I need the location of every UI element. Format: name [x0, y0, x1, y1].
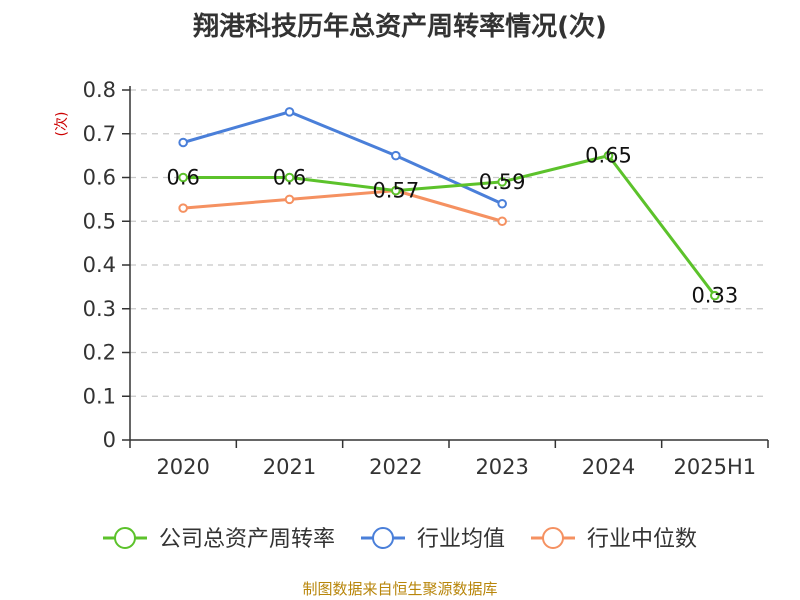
- data-point: [178, 137, 188, 148]
- y-tick-label: 0.6: [83, 166, 116, 190]
- y-tick-label: 0.2: [83, 341, 116, 365]
- y-tick-label: 0.8: [83, 78, 116, 102]
- x-tick-label: 2020: [156, 455, 209, 479]
- chart-title: 翔港科技历年总资产周转率情况(次): [193, 12, 607, 42]
- data-label: 0.6: [273, 166, 306, 190]
- data-label: 0.6: [166, 166, 199, 190]
- data-point: [178, 203, 188, 213]
- data-point: [710, 290, 720, 301]
- x-tick-label: 2025H1: [674, 455, 757, 479]
- series-line: [182, 110, 503, 206]
- data-point: [497, 198, 507, 209]
- series-line: [183, 189, 503, 223]
- series-line: [183, 154, 717, 297]
- x-tick-label: 2021: [263, 455, 316, 479]
- legend-label: 公司总资产周转率: [159, 527, 335, 552]
- data-point: [284, 107, 295, 117]
- legend-marker-icon: [114, 527, 136, 549]
- y-tick-label: 0.4: [83, 253, 116, 277]
- legend-label: 行业均值: [417, 527, 505, 552]
- legend-marker-icon: [372, 527, 394, 549]
- data-label: 0.33: [691, 284, 738, 308]
- data-source-note: 制图数据来自恒生聚源数据库: [302, 580, 498, 598]
- y-tick-label: 0.7: [83, 122, 116, 146]
- data-point: [497, 216, 507, 227]
- y-tick-label: 0.1: [83, 384, 116, 408]
- y-tick-label: 0.3: [83, 297, 116, 321]
- y-tick-label: 0.5: [83, 209, 116, 233]
- x-tick-label: 2024: [582, 455, 635, 479]
- data-label: 0.59: [479, 170, 526, 194]
- data-point: [603, 150, 614, 161]
- data-label: 0.65: [585, 144, 632, 168]
- data-point: [284, 172, 295, 183]
- y-axis-label: (次): [54, 112, 70, 137]
- legend-marker-icon: [542, 527, 564, 549]
- data-point: [391, 185, 401, 196]
- x-tick-label: 2022: [369, 455, 422, 479]
- data-point: [497, 177, 507, 187]
- data-point: [284, 194, 295, 205]
- x-tick-label: 2023: [475, 455, 528, 479]
- data-label: 0.57: [372, 179, 419, 203]
- y-tick-label: 0: [103, 428, 116, 452]
- legend-label: 行业中位数: [587, 527, 697, 552]
- data-point: [178, 172, 188, 183]
- data-point: [391, 150, 401, 161]
